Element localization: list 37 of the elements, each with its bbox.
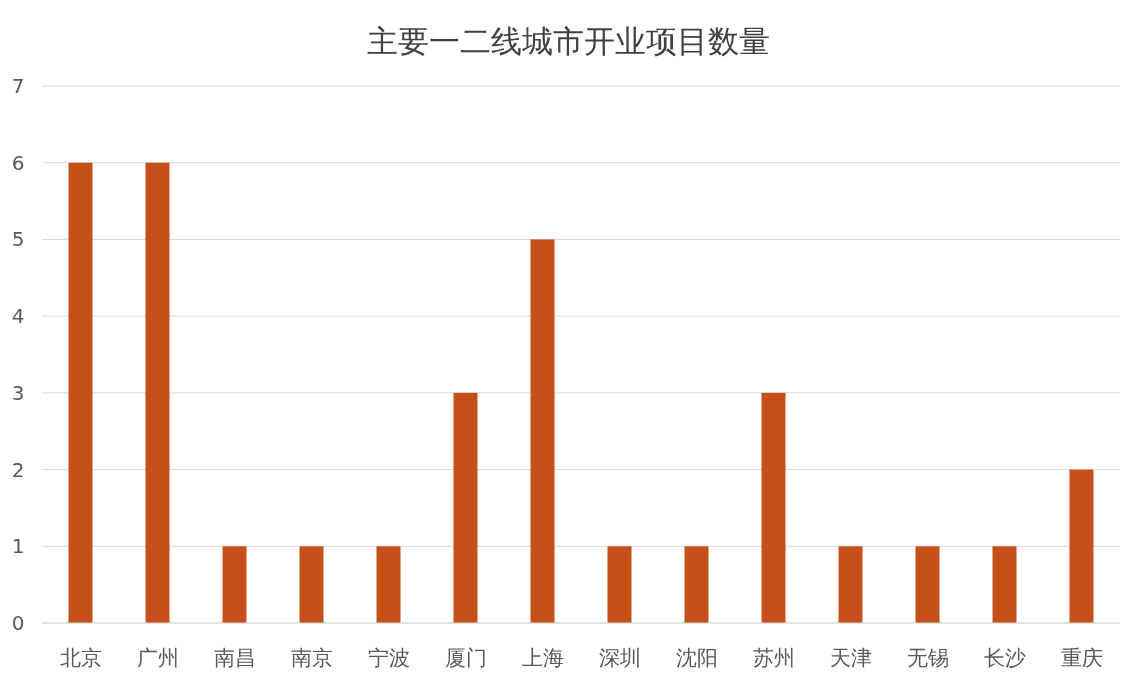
bar <box>915 546 940 623</box>
bar <box>376 546 401 623</box>
bar <box>684 546 709 623</box>
y-tick-label: 1 <box>11 534 25 559</box>
y-tick-label: 6 <box>11 150 25 175</box>
bar <box>299 546 324 623</box>
bar <box>530 239 555 623</box>
bar <box>222 546 247 623</box>
x-tick-label: 无锡 <box>906 646 949 670</box>
x-tick-label: 南京 <box>290 646 333 670</box>
x-tick-label: 南昌 <box>213 646 256 670</box>
x-tick-label: 长沙 <box>983 646 1026 670</box>
x-tick-label: 苏州 <box>752 646 795 670</box>
bar <box>145 162 170 623</box>
y-tick-label: 7 <box>11 74 25 98</box>
x-tick-label: 宁波 <box>367 646 410 670</box>
bar <box>1069 469 1094 623</box>
bar <box>992 546 1017 623</box>
y-tick-label: 4 <box>11 304 25 329</box>
x-tick-label: 北京 <box>59 646 102 670</box>
x-tick-label: 厦门 <box>444 646 487 670</box>
y-tick-label: 0 <box>11 611 25 635</box>
bar <box>607 546 632 623</box>
x-tick-label: 上海 <box>521 646 564 670</box>
bar <box>761 392 786 623</box>
x-tick-label: 广州 <box>136 646 179 670</box>
x-tick-label: 深圳 <box>598 646 641 670</box>
y-tick-label: 5 <box>11 227 25 252</box>
bar <box>838 546 863 623</box>
x-tick-label: 重庆 <box>1060 646 1103 670</box>
chart-title: 主要一二线城市开业项目数量 <box>366 23 770 59</box>
y-tick-label: 3 <box>11 380 25 405</box>
x-tick-label: 天津 <box>829 646 872 670</box>
x-tick-label: 沈阳 <box>675 646 718 670</box>
y-tick-label: 2 <box>11 457 25 482</box>
bar <box>68 162 93 623</box>
bar <box>453 392 478 623</box>
